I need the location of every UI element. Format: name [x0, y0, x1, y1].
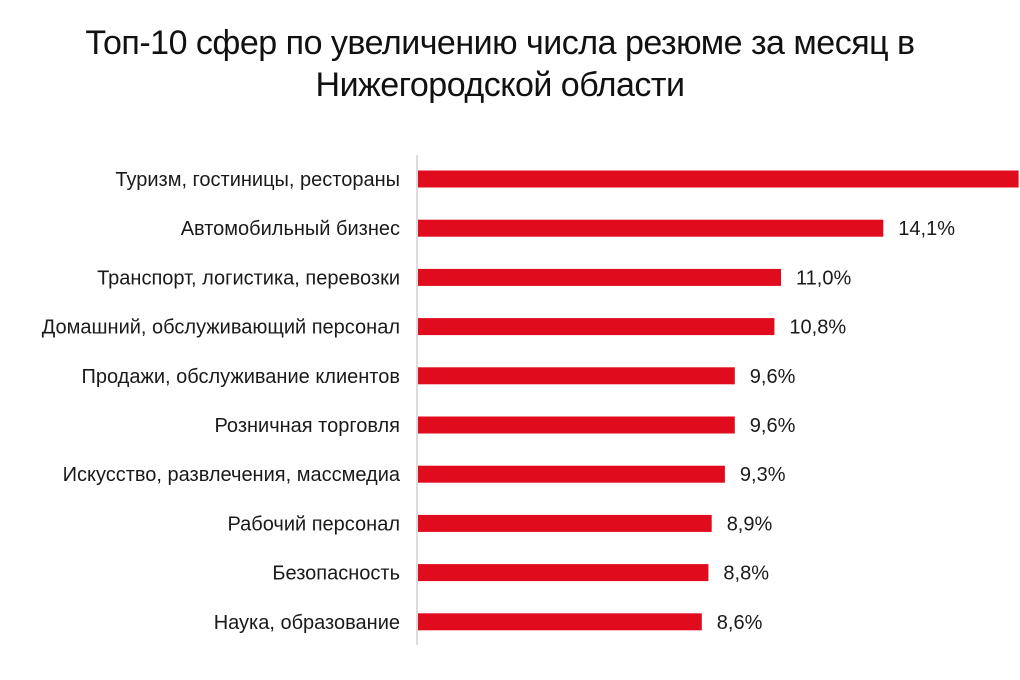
value-label: 9,6%: [750, 415, 796, 437]
category-label: Искусство, развлечения, массмедиа: [63, 464, 401, 486]
bar: [418, 465, 725, 483]
category-label: Наука, образование: [214, 612, 400, 634]
bars-layer: Туризм, гостиницы, рестораны18Автомобиль…: [42, 169, 1019, 634]
bar: [418, 268, 781, 286]
bar: [418, 416, 735, 434]
bar: [418, 367, 735, 385]
bar: [418, 318, 775, 336]
value-label: 10,8%: [789, 317, 846, 339]
value-label: 9,3%: [740, 464, 786, 486]
bar: [418, 170, 1019, 188]
category-label: Автомобильный бизнес: [181, 218, 400, 240]
bar: [418, 564, 709, 582]
category-label: Рабочий персонал: [227, 513, 400, 535]
category-label: Продажи, обслуживание клиентов: [81, 366, 400, 388]
value-label: 8,9%: [727, 513, 773, 535]
category-label: Безопасность: [272, 563, 400, 585]
value-label: 8,6%: [717, 612, 763, 634]
bar: [418, 613, 702, 631]
category-label: Транспорт, логистика, перевозки: [97, 267, 400, 289]
bar: [418, 514, 712, 532]
category-label: Розничная торговля: [214, 415, 400, 437]
bar: [418, 219, 884, 237]
value-label: 9,6%: [750, 366, 796, 388]
category-label: Домашний, обслуживающий персонал: [42, 317, 400, 339]
value-label: 11,0%: [796, 267, 851, 289]
value-label: 8,8%: [723, 563, 769, 585]
chart-title: Топ-10 сфер по увеличению числа резюме з…: [85, 24, 915, 104]
value-label: 14,1%: [898, 218, 955, 240]
category-label: Туризм, гостиницы, рестораны: [115, 169, 400, 191]
